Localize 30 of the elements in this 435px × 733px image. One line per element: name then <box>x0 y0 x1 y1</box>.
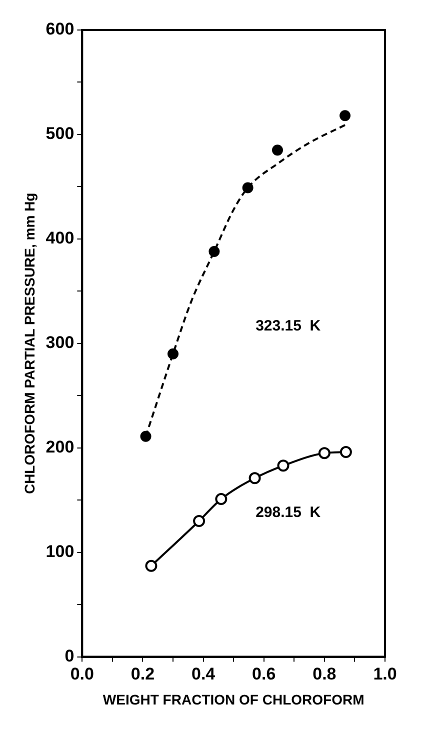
point <box>168 348 179 360</box>
x-tick-label: 1.0 <box>373 664 397 684</box>
y-tick-label: 100 <box>46 542 74 562</box>
point <box>277 460 290 472</box>
point <box>242 182 254 194</box>
x-tick-label: 0.2 <box>130 664 155 684</box>
point <box>145 560 158 572</box>
x-tick-label: 0.4 <box>191 664 216 684</box>
point <box>215 493 228 506</box>
point <box>318 447 330 460</box>
x-tick-label: 0.0 <box>70 664 94 684</box>
y-tick-label: 0 <box>64 646 74 666</box>
annotation: 323.15 K <box>256 318 321 335</box>
y-axis-title: CHLOROFORM PARTIAL PRESSURE, mm Hg <box>21 192 38 494</box>
point <box>193 514 206 527</box>
x-axis-title: WEIGHT FRACTION OF CHLOROFORM <box>102 691 364 708</box>
point <box>248 472 261 484</box>
point <box>208 246 220 257</box>
point <box>340 446 352 458</box>
y-tick-label: 300 <box>46 333 74 352</box>
point <box>140 430 152 442</box>
point <box>272 144 283 156</box>
y-tick-label: 500 <box>46 124 74 144</box>
x-tick-label: 0.8 <box>312 664 336 684</box>
point <box>340 110 351 122</box>
y-tick-label: 400 <box>46 228 74 248</box>
y-tick-label: 600 <box>46 20 74 39</box>
y-tick-label: 200 <box>46 438 74 457</box>
x-tick-label: 0.6 <box>252 664 276 684</box>
annotation: 298.15 K <box>256 504 321 521</box>
